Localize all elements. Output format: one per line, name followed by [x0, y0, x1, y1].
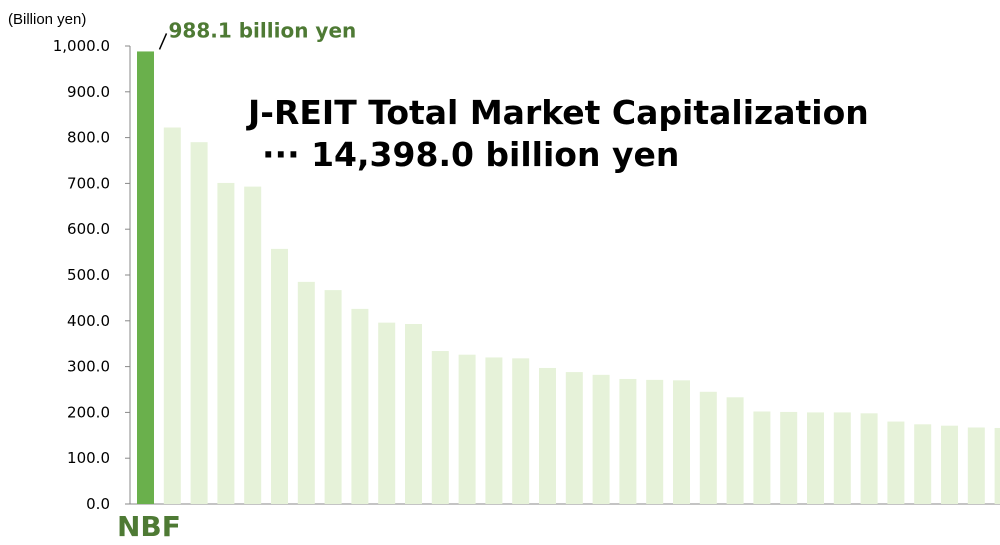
bar [619, 378, 637, 504]
bar [833, 412, 851, 504]
bar [163, 127, 181, 505]
bar-highlight [137, 51, 154, 505]
bar [244, 186, 262, 504]
bar [431, 351, 449, 504]
bar [967, 427, 985, 504]
bar [485, 357, 503, 504]
bar [753, 411, 771, 504]
bar [914, 424, 932, 504]
bar [673, 380, 690, 504]
bar [887, 421, 905, 504]
bar [458, 354, 476, 504]
y-tick-label: 100.0 [67, 449, 110, 467]
annotations: 988.1 billion yen [158, 18, 357, 50]
y-axis-tick-labels: 0.0 100.0 200.0 300.0 400.0 500.0 600.0 700.0 80… [53, 37, 110, 513]
bars [137, 51, 1000, 505]
y-tick-label: 300.0 [67, 358, 110, 376]
bar [217, 182, 235, 504]
y-tick-label: 0.0 [86, 495, 110, 513]
highlight-value-label: 988.1 billion yen [169, 18, 357, 42]
bar [190, 142, 208, 504]
bar [860, 413, 878, 504]
bar [539, 367, 556, 504]
y-tick-label: 400.0 [67, 312, 110, 330]
bar [271, 248, 288, 504]
bar [324, 290, 342, 504]
bar [780, 411, 798, 504]
bar [726, 397, 744, 504]
bar [941, 425, 958, 504]
annotation-leader-line [158, 33, 168, 50]
y-tick-label: 1,000.0 [53, 37, 110, 55]
y-tick-label: 700.0 [67, 174, 110, 192]
bar [351, 308, 369, 504]
y-tick-label: 500.0 [67, 266, 110, 284]
y-tick-label: 200.0 [67, 403, 110, 421]
y-axis-unit-label: (Billion yen) [8, 11, 86, 28]
y-tick-label: 900.0 [67, 83, 110, 101]
y-tick-label: 800.0 [67, 129, 110, 147]
chart-subtitle: ··· 14,398.0 billion yen [262, 135, 679, 174]
bar [405, 324, 422, 504]
chart-title: J-REIT Total Market Capitalization [246, 93, 869, 132]
bar [378, 322, 396, 504]
highlight-category-label: NBF [117, 510, 181, 543]
bar [512, 358, 530, 504]
y-tick-label: 600.0 [67, 220, 110, 238]
bar [994, 427, 1000, 504]
bar [699, 391, 717, 504]
bar [592, 374, 610, 504]
bar [646, 379, 664, 504]
bar [807, 412, 824, 504]
bar [297, 281, 315, 504]
bar [565, 372, 583, 504]
